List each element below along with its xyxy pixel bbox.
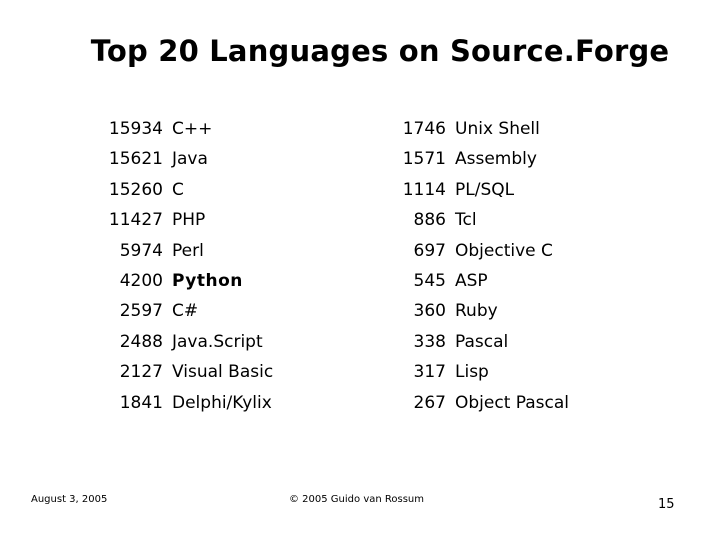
language-name: Unix Shell [455, 119, 540, 139]
project-count: 1746 [402, 119, 446, 139]
language-name: Tcl [455, 210, 477, 231]
language-row: 2127 Visual Basic [100, 357, 273, 387]
language-row: 338 Pascal [396, 327, 569, 357]
language-name: Objective C [455, 240, 553, 261]
project-count: 2488 [119, 331, 163, 352]
language-name: Java.Script [172, 331, 263, 352]
language-row: 317 Lisp [396, 357, 569, 387]
language-name: PL/SQL [455, 179, 515, 200]
language-name: Python [172, 270, 243, 291]
language-row: 1571 Assembly [396, 144, 569, 174]
language-row: 1746 Unix Shell [396, 114, 569, 144]
language-row: 1114 PL/SQL [396, 175, 569, 205]
project-count: 4200 [119, 270, 163, 291]
language-row: 2597 C# [100, 296, 273, 326]
language-row: 15260 C [100, 175, 273, 205]
language-name: C [172, 179, 184, 200]
language-row: 2488 Java.Script [100, 327, 273, 357]
language-row: 697 Objective C [396, 236, 569, 266]
language-row-highlighted: 4200 Python [100, 266, 273, 296]
right-language-list: 1746 Unix Shell 1571 Assembly 1114 PL/SQL 8… [396, 114, 569, 418]
project-count: 1571 [402, 149, 446, 170]
language-name: PHP [172, 210, 206, 231]
language-name: Pascal [455, 331, 509, 352]
project-count: 2597 [119, 301, 163, 322]
language-row: 11427 PHP [100, 205, 273, 235]
language-row: 267 Object Pascal [396, 388, 569, 418]
language-row: 15621 Java [100, 144, 273, 174]
project-count: 697 [413, 240, 446, 261]
project-count: 2127 [119, 362, 163, 383]
left-language-list: 15934 C++ 15621 Java 15260 C 11427 PHP 5974 P… [100, 114, 273, 418]
language-name: Visual Basic [172, 362, 274, 383]
language-name: ASP [455, 270, 488, 291]
project-count: 338 [413, 331, 446, 352]
language-row: 5974 Perl [100, 236, 273, 266]
language-name: Delphi/Kylix [172, 392, 272, 413]
project-count: 15621 [108, 149, 163, 170]
language-name: Java [172, 149, 208, 170]
project-count: 15934 [108, 119, 163, 139]
project-count: 886 [413, 210, 446, 231]
language-name: Ruby [455, 301, 498, 322]
footer-copyright: © 2005 Guido van Rossum [289, 494, 424, 505]
project-count: 1841 [119, 392, 163, 413]
language-row: 360 Ruby [396, 296, 569, 326]
language-row: 1841 Delphi/Kylix [100, 388, 273, 418]
page-number: 15 [658, 497, 675, 512]
language-row: 545 ASP [396, 266, 569, 296]
language-name: Perl [172, 240, 204, 261]
language-name: Object Pascal [455, 392, 570, 413]
footer-date: August 3, 2005 [31, 494, 108, 505]
project-count: 267 [413, 392, 446, 413]
project-count: 11427 [108, 210, 163, 231]
project-count: 360 [413, 301, 446, 322]
language-row: 15934 C++ [100, 114, 273, 144]
language-name: C++ [172, 119, 213, 139]
project-count: 15260 [108, 179, 163, 200]
language-name: Assembly [455, 149, 537, 170]
project-count: 5974 [119, 240, 163, 261]
language-row: 886 Tcl [396, 205, 569, 235]
project-count: 545 [413, 270, 446, 291]
slide-title: Top 20 Languages on Source.Forge [90, 34, 670, 68]
project-count: 317 [413, 362, 446, 383]
project-count: 1114 [402, 179, 446, 200]
language-name: C# [172, 301, 199, 322]
language-name: Lisp [455, 362, 489, 383]
